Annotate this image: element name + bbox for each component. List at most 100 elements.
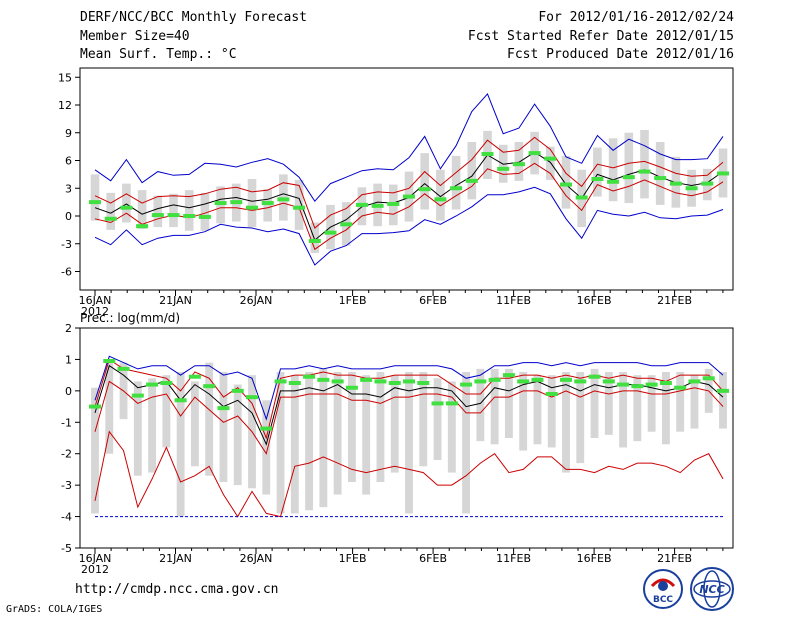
median-marker (531, 377, 544, 382)
y-tick-label: 1 (65, 353, 72, 366)
x-tick-label: 16FEB (577, 294, 612, 307)
y-tick-label: -3 (61, 479, 72, 492)
year-label: 2012 (81, 305, 109, 318)
spread-box (420, 153, 430, 210)
upper-red-line (94, 358, 724, 440)
website-url[interactable]: http://cmdp.ncc.cma.gov.cn (75, 582, 279, 597)
x-tick-label: 16JAN (79, 294, 112, 307)
median-marker (688, 379, 701, 384)
spread-box (490, 368, 499, 445)
median-marker (685, 186, 698, 191)
median-marker (388, 381, 401, 385)
plot-frame-0 (79, 67, 734, 291)
upper-bound-line (94, 92, 724, 203)
y-tick-label: 0 (65, 210, 72, 223)
spread-box (263, 189, 273, 222)
y-tick-label: -4 (61, 511, 72, 524)
x-tick-label: 21JAN (159, 294, 192, 307)
median-marker (303, 374, 316, 379)
spread-box (122, 183, 131, 223)
median-marker (89, 404, 101, 409)
median-marker (198, 214, 211, 219)
spread-box (310, 222, 320, 253)
year-label: 2012 (81, 563, 109, 576)
y-tick-label: 9 (65, 127, 72, 140)
spread-box (519, 372, 528, 451)
upper-red-line (94, 136, 724, 229)
spread-box (562, 372, 570, 473)
x-tick-label: 1FEB (339, 294, 367, 307)
median-marker (460, 382, 473, 387)
spread-box (137, 190, 147, 229)
spread-box (476, 368, 485, 442)
spread-box (593, 147, 602, 197)
spread-box (105, 362, 114, 454)
spread-box (276, 372, 285, 514)
spread-box (661, 372, 670, 445)
ncc-logo-text: NCC (699, 583, 724, 596)
median-marker (203, 384, 216, 389)
median-marker (120, 205, 133, 210)
median-marker (167, 213, 180, 218)
median-marker (418, 187, 431, 192)
median-marker (702, 376, 715, 381)
median-marker (417, 381, 430, 385)
median-marker (481, 152, 494, 157)
spread-box (219, 372, 228, 482)
median-marker (622, 175, 635, 180)
start-date: Fcst Started Refer Date 2012/01/15 (467, 29, 734, 44)
median-marker (617, 382, 630, 387)
y-tick-label: 2 (65, 322, 72, 335)
median-marker (89, 200, 101, 205)
x-tick-label: 21FEB (657, 294, 692, 307)
median-marker (465, 178, 478, 183)
spread-box (91, 387, 99, 514)
x-tick-label: 1FEB (339, 552, 367, 565)
median-marker (631, 384, 644, 389)
median-marker (602, 379, 615, 384)
y-tick-label: 3 (65, 182, 72, 195)
spread-box (405, 372, 413, 514)
median-marker (274, 379, 287, 384)
median-marker (431, 401, 444, 406)
spread-box (451, 155, 461, 210)
x-tick-label: 26JAN (240, 552, 273, 565)
median-marker (345, 385, 358, 390)
median-marker (701, 181, 714, 186)
y-tick-label: 6 (65, 155, 72, 168)
median-marker (607, 179, 620, 184)
median-marker (246, 205, 258, 210)
x-tick-label: 6FEB (419, 294, 447, 307)
bcc-logo-text: BCC (653, 595, 673, 605)
lower-bound-line (94, 186, 724, 266)
x-tick-label: 16JAN (79, 552, 112, 565)
median-marker (131, 393, 144, 398)
spread-box (290, 375, 299, 514)
median-marker (277, 197, 290, 202)
spread-box (561, 155, 571, 209)
x-tick-label: 6FEB (419, 552, 447, 565)
spread-box (633, 375, 642, 442)
spread-box (233, 384, 242, 486)
median-marker (360, 377, 373, 382)
spread-box (504, 368, 513, 438)
y-tick-label: -3 (61, 238, 72, 251)
spread-box (333, 372, 342, 495)
x-tick-label: 21JAN (159, 552, 192, 565)
spread-box (176, 372, 185, 517)
median-marker (560, 377, 572, 382)
chart-title: DERF/NCC/BCC Monthly Forecast (80, 10, 307, 25)
median-marker (717, 171, 729, 176)
median-marker (103, 359, 116, 363)
spread-box (262, 400, 271, 495)
y-tick-label: -2 (61, 448, 72, 461)
median-marker (174, 398, 187, 403)
spread-box (690, 375, 699, 429)
produced-date: Fcst Produced Date 2012/01/16 (507, 47, 734, 62)
spread-box (294, 179, 304, 230)
median-marker (117, 366, 130, 371)
grads-credit: GrADS: COLA/IGES (6, 604, 103, 615)
median-marker (403, 194, 415, 199)
median-marker (317, 377, 330, 382)
spread-box (205, 362, 214, 476)
